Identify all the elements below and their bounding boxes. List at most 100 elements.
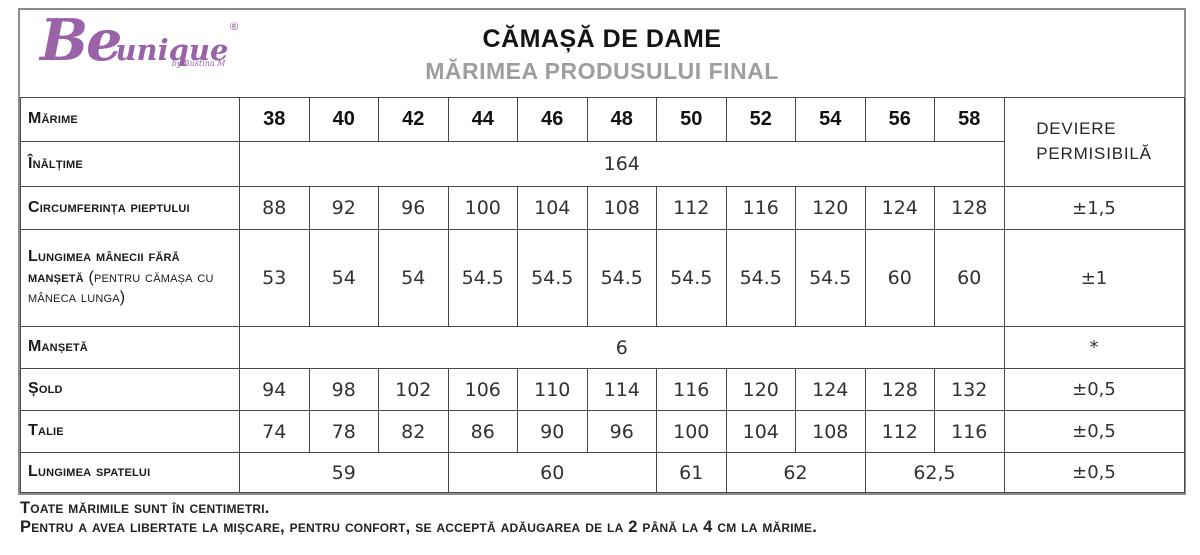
- row-label-cell: Mărime: [20, 97, 240, 142]
- size-header-cell: 54: [795, 97, 866, 142]
- footer-note-comfort: Pentru a avea libertate la mișcare, pent…: [20, 518, 817, 536]
- size-header-cell: 38: [239, 97, 310, 142]
- page-subtitle: MĂRIMEA PRODUSULUI FINAL: [425, 58, 779, 84]
- footer-notes: Toate mărimile sunt în centimetri. Pentr…: [20, 499, 817, 537]
- size-value-cell: 132: [934, 368, 1005, 411]
- logo-word-be: Be: [40, 7, 122, 74]
- table-row: Circumferința pieptului 88 92 96 100 104 108 11…: [20, 186, 1185, 230]
- row-label-text: Talie: [28, 422, 64, 440]
- size-value-cell: 94: [239, 368, 310, 411]
- size-chart-frame: Beunique® by Bustina M CĂMAȘĂ DE DAME MĂ…: [18, 8, 1186, 495]
- table-row: Lungimea spatelui 59 60 61 62 62,5 ±0,5: [20, 452, 1185, 493]
- row-label-cell: Circumferința pieptului: [20, 186, 240, 230]
- size-value-cell: 54.5: [447, 229, 518, 327]
- deviation-cell: ±0,5: [1003, 452, 1185, 493]
- size-value-cell: 88: [239, 186, 310, 230]
- size-header-cell: 40: [308, 97, 379, 142]
- size-value-cell: 112: [864, 410, 935, 453]
- size-value-cell: 120: [725, 368, 796, 411]
- row-label-text: Lungimea spatelui: [28, 463, 151, 481]
- size-header-cell: 58: [934, 97, 1005, 142]
- size-table: Mărime 38 40 42 44 46 48 50 52 54 56 58 DEVIERE PERM…: [20, 97, 1185, 493]
- size-value-cell: 90: [517, 410, 588, 453]
- brand-logo: Beunique® by Bustina M: [40, 12, 240, 69]
- size-value-cell: 62: [725, 452, 866, 493]
- size-value-cell: 120: [795, 186, 866, 230]
- size-value-cell: 112: [656, 186, 727, 230]
- row-label-text: Înălțime: [28, 154, 83, 172]
- size-value-cell: 54: [378, 229, 449, 327]
- logo-byline: by Bustina M: [171, 59, 226, 68]
- deviation-cell: ±1: [1003, 229, 1185, 327]
- registered-trademark-icon: ®: [228, 20, 240, 33]
- size-value-cell: 54.5: [517, 229, 588, 327]
- size-header-cell: 52: [725, 97, 796, 142]
- size-value-cell: 108: [795, 410, 866, 453]
- size-value-cell: 96: [378, 186, 449, 230]
- table-row: Talie 74 78 82 86 90 96 100 104 108 112 116 ±0,5: [20, 410, 1185, 453]
- row-label-cell: Lungimea mânecii fără manșetă (pentru că…: [20, 229, 240, 327]
- row-label-cell: Manșetă: [20, 326, 240, 369]
- deviation-header-text: DEVIERE PERMISIBILĂ: [1036, 119, 1152, 163]
- size-value-cell: 106: [447, 368, 518, 411]
- size-value-cell: 114: [586, 368, 657, 411]
- size-value-cell: 74: [239, 410, 310, 453]
- size-value-cell: 92: [308, 186, 379, 230]
- logo-word-unique: unique: [115, 33, 229, 67]
- row-label-text: Circumferința pieptului: [28, 198, 190, 216]
- row-label-text: Manșetă: [28, 338, 88, 356]
- size-value-cell: 110: [517, 368, 588, 411]
- size-value-cell: 108: [586, 186, 657, 230]
- size-value-cell: 61: [656, 452, 727, 493]
- size-header-cell: 42: [378, 97, 449, 142]
- row-label-text: Șold: [28, 380, 63, 398]
- size-value-cell: 54: [308, 229, 379, 327]
- row-label-cell: Șold: [20, 368, 240, 411]
- deviation-cell: ±0,5: [1003, 368, 1185, 411]
- size-header-row: Mărime 38 40 42 44 46 48 50 52 54 56 58 DEVIERE PERM…: [20, 97, 1185, 187]
- size-value-cell: 128: [864, 368, 935, 411]
- deviation-header-cell: DEVIERE PERMISIBILĂ: [1003, 97, 1185, 187]
- size-value-cell: 116: [934, 410, 1005, 453]
- row-label-cell: Înălțime: [20, 141, 240, 187]
- size-value-cell: 62,5: [864, 452, 1005, 493]
- size-header-cell: 46: [517, 97, 588, 142]
- size-value-cell: 54.5: [725, 229, 796, 327]
- size-value-cell: 100: [656, 410, 727, 453]
- size-header-cell: 50: [656, 97, 727, 142]
- size-value-cell: 116: [725, 186, 796, 230]
- table-row: Manșetă 6 *: [20, 326, 1185, 369]
- row-label-cell: Lungimea spatelui: [20, 452, 240, 493]
- size-header-cell: 56: [864, 97, 935, 142]
- size-value-cell: 86: [447, 410, 518, 453]
- size-value-cell: 100: [447, 186, 518, 230]
- size-value-cell: 60: [934, 229, 1005, 327]
- row-label-cell: Talie: [20, 410, 240, 453]
- size-value-cell: 102: [378, 368, 449, 411]
- deviation-cell: ±0,5: [1003, 410, 1185, 453]
- table-row: Lungimea mânecii fără manșetă (pentru că…: [20, 229, 1185, 327]
- page-title: CĂMAȘĂ DE DAME: [482, 25, 722, 53]
- size-value-cell: 116: [656, 368, 727, 411]
- size-value-cell: 164: [239, 141, 1005, 187]
- size-value-cell: 82: [378, 410, 449, 453]
- size-value-cell: 59: [239, 452, 449, 493]
- size-value-cell: 96: [586, 410, 657, 453]
- title-block: CĂMAȘĂ DE DAME MĂRIMEA PRODUSULUI FINAL: [20, 25, 1184, 85]
- deviation-cell: ±1,5: [1003, 186, 1185, 230]
- size-value-cell: 124: [864, 186, 935, 230]
- size-value-cell: 104: [517, 186, 588, 230]
- size-value-cell: 60: [864, 229, 935, 327]
- size-value-cell: 104: [725, 410, 796, 453]
- size-value-cell: 60: [447, 452, 657, 493]
- header-band: Beunique® by Bustina M CĂMAȘĂ DE DAME MĂ…: [20, 10, 1184, 97]
- deviation-cell: *: [1003, 326, 1185, 369]
- size-value-cell: 53: [239, 229, 310, 327]
- size-header-cell: 48: [586, 97, 657, 142]
- size-value-cell: 54.5: [586, 229, 657, 327]
- row-label-note: (pentru cămașa cu mâneca lunga): [28, 268, 214, 307]
- size-value-cell: 78: [308, 410, 379, 453]
- size-header-cell: 44: [447, 97, 518, 142]
- size-value-cell: 124: [795, 368, 866, 411]
- size-value-cell: 128: [934, 186, 1005, 230]
